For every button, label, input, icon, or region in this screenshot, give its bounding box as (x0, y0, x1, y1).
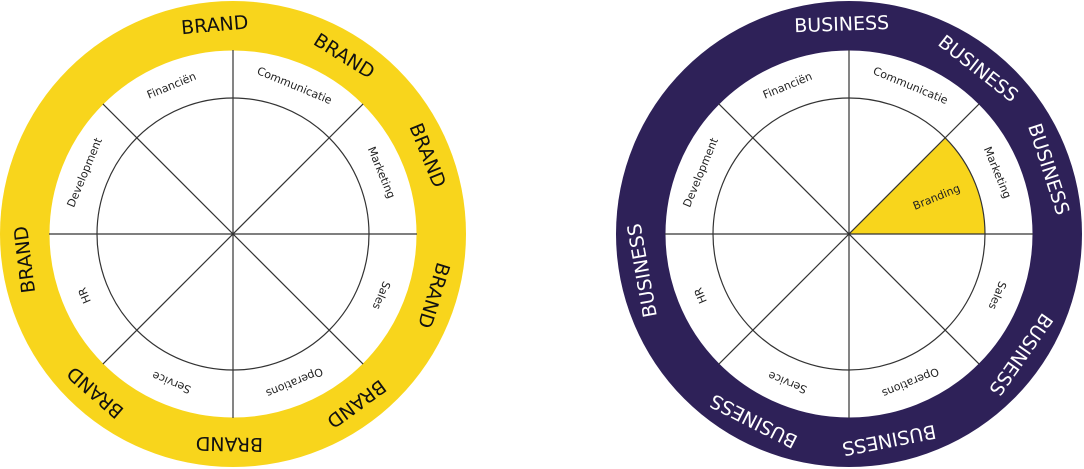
ring-label: BUSINESS (794, 12, 890, 37)
ring-label: BRAND (196, 432, 264, 455)
segment-label: HR (76, 285, 94, 305)
divider-line (102, 103, 364, 365)
divider-line (718, 103, 980, 365)
highlight-wedge (849, 137, 985, 234)
wheel: CommunicatieMarketingSalesOperationsServ… (0, 1, 466, 467)
segment-label: HR (692, 285, 710, 305)
wheel: BrandingCommunicatieMarketingSalesOperat… (616, 1, 1082, 467)
